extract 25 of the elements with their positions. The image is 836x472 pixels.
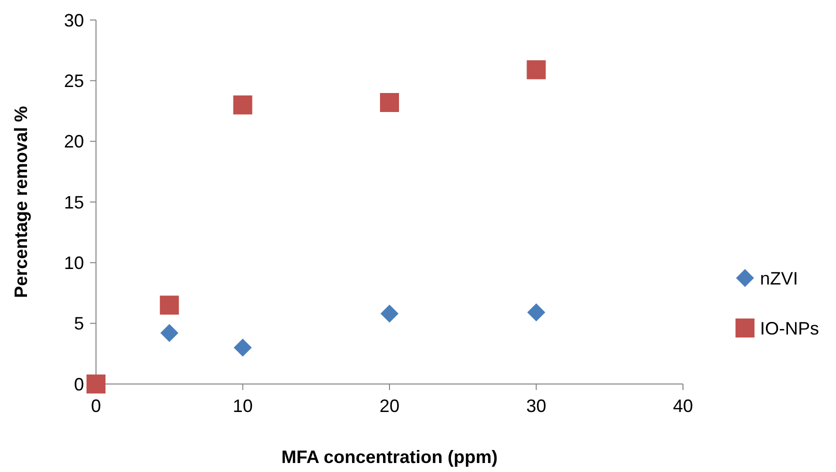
legend-label: IO-NPs	[760, 318, 820, 338]
point	[526, 60, 546, 80]
point	[527, 303, 546, 322]
point	[234, 338, 252, 357]
x-tick-label: 40	[672, 396, 694, 416]
y-tick-label: 0	[74, 374, 84, 394]
legend-label: nZVI	[760, 268, 798, 288]
x-tick-label: 20	[379, 396, 400, 416]
point	[233, 95, 252, 114]
y-axis-title: Percentage removal %	[11, 106, 31, 298]
y-tick-label: 5	[74, 314, 84, 334]
y-tick-label: 15	[64, 192, 84, 212]
point	[380, 304, 398, 323]
x-axis-title: MFA concentration (ppm)	[281, 447, 498, 467]
y-tick-label: 25	[64, 70, 84, 91]
x-tick-label: 10	[232, 396, 253, 416]
y-tick-label: 10	[64, 252, 84, 273]
y-tick-label: 30	[64, 10, 84, 30]
point	[160, 324, 178, 342]
y-tick-label: 20	[64, 132, 84, 152]
x-tick-label: 30	[526, 396, 546, 416]
x-tick-label: 0	[90, 396, 102, 416]
point	[86, 374, 106, 394]
point	[380, 93, 399, 112]
point	[160, 296, 179, 315]
